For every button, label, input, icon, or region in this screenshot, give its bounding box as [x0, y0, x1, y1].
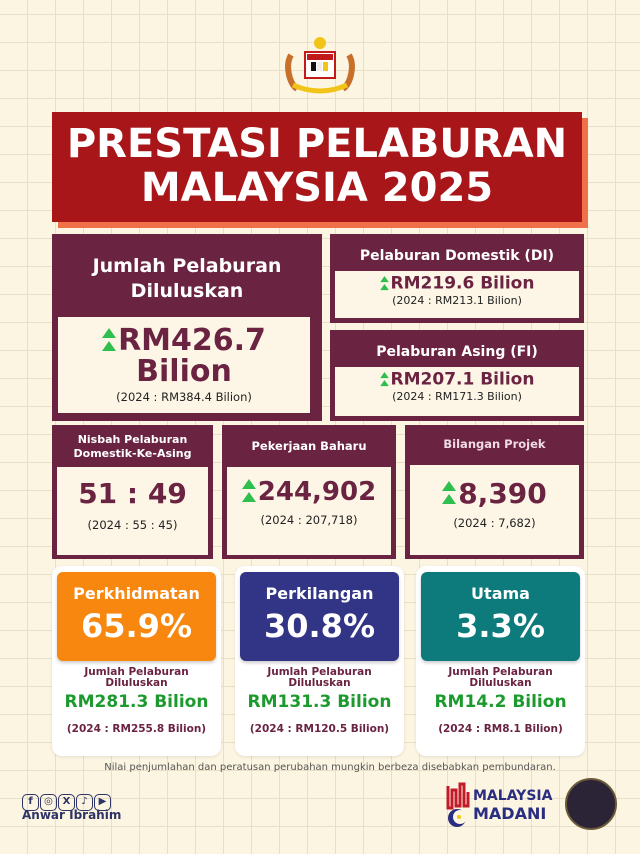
projects-panel: Bilangan Projek 8,390 (2024 : 7,682)	[405, 425, 584, 559]
sector-header: Perkhidmatan 65.9%	[57, 572, 216, 661]
total-unit: Bilion	[136, 354, 232, 389]
total-prev: (2024 : RM384.4 Bilion)	[116, 390, 252, 404]
ratio-panel: Nisbah Pelaburan Domestik-Ke-Asing 51 : …	[52, 425, 213, 559]
author-name: Anwar Ibrahim	[22, 808, 122, 822]
projects-prev: (2024 : 7,682)	[453, 516, 536, 530]
fi-prev: (2024 : RM171.3 Bilion)	[392, 389, 522, 403]
jobs-label: Pekerjaan Baharu	[251, 439, 367, 453]
instagram-icon[interactable]: ◎	[40, 794, 57, 811]
sector-prev: (2024 : RM8.1 Bilion)	[438, 723, 563, 735]
youtube-icon[interactable]: ▶	[94, 794, 111, 811]
facebook-icon[interactable]: f	[22, 794, 39, 811]
projects-value: 8,390	[458, 477, 547, 510]
sector-prev: (2024 : RM120.5 Bilion)	[249, 723, 390, 735]
sector-sub-label: Jumlah Pelaburan Diluluskan	[448, 666, 553, 689]
di-value: RM219.6 Bilion	[390, 273, 535, 294]
fi-label: Pelaburan Asing (FI)	[376, 344, 538, 360]
new-jobs-panel: Pekerjaan Baharu 244,902 (2024 : 207,718…	[222, 425, 396, 559]
double-up-arrow-icon	[379, 275, 389, 290]
sector-card: Perkilangan 30.8% Jumlah Pelaburan Dilul…	[235, 566, 404, 756]
total-value: RM426.7	[118, 323, 266, 358]
social-icons: f ◎ X ♪ ▶	[22, 789, 112, 811]
foreign-investment-panel: Pelaburan Asing (FI) RM207.1 Bilion (202…	[330, 330, 584, 421]
sector-value: RM281.3 Bilion	[64, 692, 209, 712]
total-label: Jumlah Pelaburan Diluluskan	[92, 255, 282, 302]
jobs-value: 244,902	[257, 477, 377, 507]
sector-header: Utama 3.3%	[421, 572, 580, 661]
x-icon[interactable]: X	[58, 794, 75, 811]
sector-sub-label: Jumlah Pelaburan Diluluskan	[84, 666, 189, 689]
ratio-value: 51 : 49	[78, 477, 187, 510]
domestic-investment-panel: Pelaburan Domestik (DI) RM219.6 Bilion (…	[330, 234, 584, 323]
sector-percent: 30.8%	[263, 607, 375, 645]
sector-sub-label: Jumlah Pelaburan Diluluskan	[267, 666, 372, 689]
sector-name: Perkhidmatan	[73, 584, 200, 603]
fi-value: RM207.1 Bilion	[390, 369, 535, 390]
double-up-arrow-icon	[379, 371, 389, 386]
tiktok-icon[interactable]: ♪	[76, 794, 93, 811]
projects-label: Bilangan Projek	[443, 437, 546, 451]
sector-card: Perkhidmatan 65.9% Jumlah Pelaburan Dilu…	[52, 566, 221, 756]
double-up-arrow-icon	[241, 479, 256, 502]
title-banner: PRESTASI PELABURAN MALAYSIA 2025	[52, 112, 582, 222]
double-up-arrow-icon	[102, 327, 117, 351]
sector-card: Utama 3.3% Jumlah Pelaburan Diluluskan R…	[416, 566, 585, 756]
sector-value: RM131.3 Bilion	[247, 692, 392, 712]
malaysia-madani-logo: MALAYSIA MADANI	[445, 780, 552, 828]
sector-name: Perkilangan	[265, 584, 374, 603]
sector-name: Utama	[471, 584, 530, 603]
rounding-note: Nilai penjumlahan dan peratusan perubaha…	[104, 762, 556, 773]
double-up-arrow-icon	[442, 480, 457, 504]
total-investment-panel: Jumlah Pelaburan Diluluskan RM426.7 Bili…	[52, 234, 322, 421]
title-line-1: PRESTASI PELABURAN	[66, 121, 568, 167]
ratio-label: Nisbah Pelaburan Domestik-Ke-Asing	[73, 433, 192, 460]
sector-header: Perkilangan 30.8%	[240, 572, 399, 661]
sector-value: RM14.2 Bilion	[434, 692, 567, 712]
sector-prev: (2024 : RM255.8 Bilion)	[66, 723, 207, 735]
ratio-prev: (2024 : 55 : 45)	[87, 518, 178, 532]
di-prev: (2024 : RM213.1 Bilion)	[392, 293, 522, 307]
title-line-2: MALAYSIA 2025	[140, 165, 494, 211]
coat-of-arms-logo	[283, 35, 357, 97]
jobs-prev: (2024 : 207,718)	[260, 513, 358, 527]
sector-percent: 3.3%	[456, 607, 545, 645]
sector-percent: 65.9%	[80, 607, 192, 645]
di-label: Pelaburan Domestik (DI)	[359, 248, 555, 264]
prime-minister-office-seal	[565, 778, 617, 830]
